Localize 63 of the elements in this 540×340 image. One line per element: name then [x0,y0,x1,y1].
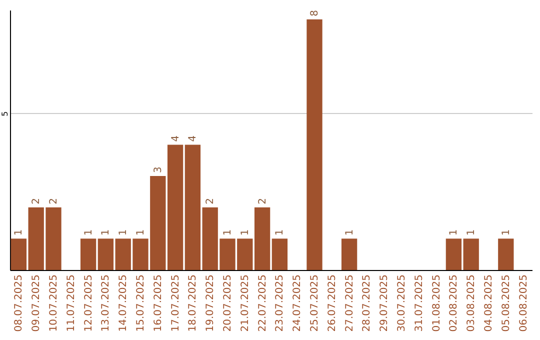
x-tick-label: 15.07.2025 [136,274,146,332]
x-tick-label: 26.07.2025 [326,274,338,332]
bar [10,238,27,270]
x-tick-label: 08.07.2025 [14,274,25,332]
bar [446,238,462,270]
x-tick-label: 19.07.2025 [205,274,216,332]
data-label: 2 [31,198,42,204]
data-label: 1 [100,229,112,236]
bar [498,238,514,270]
data-label: 1 [274,229,286,236]
x-tick-label: 05.08.2025 [500,274,512,332]
data-label: 2 [205,198,216,204]
data-label: 1 [344,229,356,236]
x-tick-label: 04.08.2025 [484,274,494,332]
bar [184,144,201,270]
data-label: 1 [500,229,512,236]
y-tick-label: 5 [0,111,10,116]
data-label: 1 [118,229,130,236]
x-tick-label: 29.07.2025 [379,274,390,332]
data-label: 3 [152,166,164,174]
bar [306,19,322,270]
x-tick-label: 01.08.2025 [431,274,442,332]
bar [272,238,288,270]
x-tick-label: 30.07.2025 [396,274,408,332]
data-label: 1 [136,229,146,236]
x-tick-label: 11.07.2025 [66,274,77,332]
bar [98,238,114,270]
bar [341,238,358,270]
bar [80,238,96,270]
x-tick-label: 25.07.2025 [310,274,320,332]
data-label: 1 [14,229,25,236]
x-tick-label: 12.07.2025 [83,274,94,332]
x-tick-label: 10.07.2025 [48,274,60,332]
data-label: 1 [222,229,234,236]
x-tick-label: 31.07.2025 [414,274,425,332]
data-label: 2 [48,198,60,204]
x-tick-label: 23.07.2025 [274,274,286,332]
data-label: 1 [240,229,251,236]
x-tick-label: 27.07.2025 [344,274,356,332]
x-tick-label: 21.07.2025 [240,274,251,332]
x-tick-label: 24.07.2025 [292,274,304,332]
data-label: 1 [448,229,460,236]
x-tick-label: 17.07.2025 [170,274,182,332]
data-label: 4 [170,135,182,142]
x-tick-label: 03.08.2025 [466,274,478,332]
x-tick-label: 13.07.2025 [100,274,112,332]
data-label: 4 [188,135,199,142]
x-tick-label: 18.07.2025 [188,274,199,332]
x-tick-label: 06.08.2025 [518,274,530,332]
data-label: 1 [466,229,478,236]
data-label: 2 [257,198,268,204]
x-tick-label: 22.07.2025 [257,274,268,332]
bar [254,207,270,270]
data-label: 8 [310,10,320,16]
x-tick-label: 02.08.2025 [448,274,460,332]
x-tick-label: 09.07.2025 [31,274,42,332]
x-tick-label: 16.07.2025 [152,274,164,332]
bar [167,144,184,270]
x-tick-label: 14.07.2025 [118,274,130,332]
bar [463,238,479,270]
x-tick-label: 28.07.2025 [362,274,373,332]
data-label: 1 [83,229,94,236]
x-tick-label: 20.07.2025 [222,274,234,332]
